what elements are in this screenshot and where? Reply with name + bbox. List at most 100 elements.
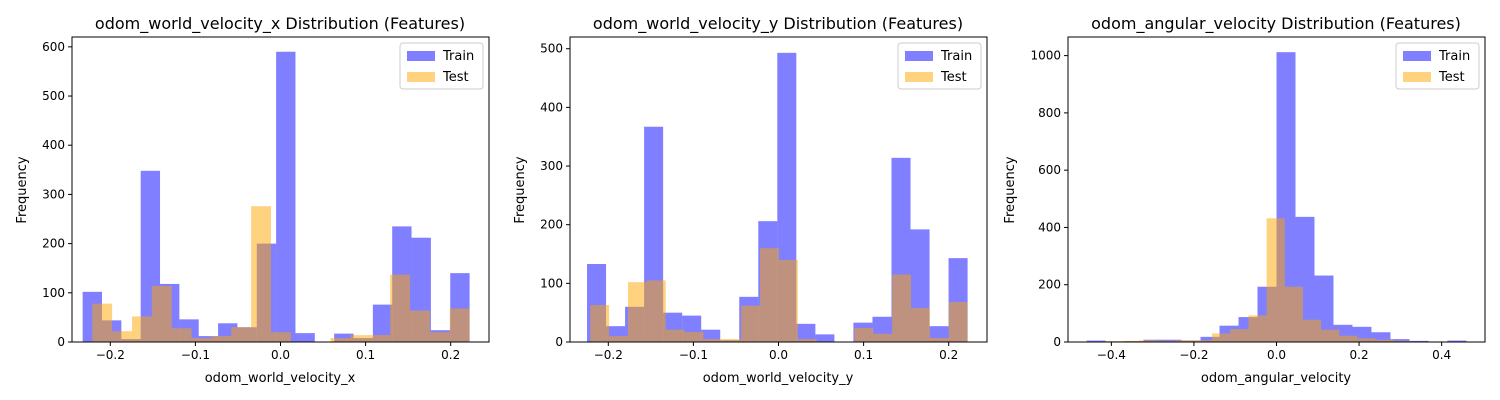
test-bar <box>741 305 761 342</box>
y-tick-label: 100 <box>42 286 65 300</box>
test-bar <box>1175 340 1194 342</box>
legend-label-train: Train <box>1438 49 1470 64</box>
test-bar <box>910 307 930 342</box>
axes-frame <box>1067 36 1486 343</box>
y-axis-label: Frequency <box>513 156 528 223</box>
test-bar <box>646 280 666 342</box>
x-tick-label: 0.1 <box>356 348 375 362</box>
y-tick-label: 200 <box>1038 278 1061 292</box>
test-bar <box>1212 333 1231 342</box>
histogram-panel-angular-velocity: odom_angular_velocity Distribution (Feat… <box>1003 14 1486 386</box>
test-bar <box>797 339 817 342</box>
axes-frame <box>71 36 490 343</box>
train-bar <box>334 333 354 342</box>
axes-frame <box>569 36 988 343</box>
chart-title: odom_angular_velocity Distribution (Feat… <box>1091 14 1461 34</box>
test-bar <box>390 274 411 342</box>
test-bar <box>1284 286 1303 342</box>
y-tick-label: 500 <box>42 89 65 103</box>
x-axis-label: odom_angular_velocity <box>1201 371 1352 386</box>
legend-label-test: Test <box>1438 70 1465 85</box>
test-bar <box>778 259 798 342</box>
y-tick-label: 0 <box>555 335 563 349</box>
y-tick-label: 400 <box>1038 220 1061 234</box>
test-bar <box>1393 340 1412 342</box>
train-bar <box>1086 340 1106 342</box>
test-bar <box>929 337 949 342</box>
test-bar <box>1139 340 1158 342</box>
x-axis-label: odom_world_velocity_x <box>205 371 356 386</box>
x-tick-label: −0.2 <box>594 348 623 362</box>
train-bar <box>1390 339 1410 342</box>
test-bar <box>191 338 212 342</box>
test-bar <box>948 302 968 342</box>
y-tick-label: 0 <box>1053 335 1061 349</box>
train-bar <box>276 51 296 343</box>
histogram-panel-velocity-x: odom_world_velocity_x Distribution (Feat… <box>15 14 490 386</box>
x-tick-label: 0.0 <box>769 348 788 362</box>
test-bar <box>1248 315 1267 342</box>
y-tick-label: 300 <box>42 187 65 201</box>
legend-swatch-test <box>905 72 933 82</box>
chart-title: odom_world_velocity_y Distribution (Feat… <box>593 14 963 34</box>
test-bar <box>627 282 647 342</box>
y-tick-label: 0 <box>57 335 65 349</box>
test-bars <box>92 206 470 342</box>
legend: Train Test <box>399 42 484 90</box>
test-bar <box>171 328 192 342</box>
test-bar <box>1357 338 1376 342</box>
x-tick-label: 0.2 <box>1350 348 1369 362</box>
axis-ticks: −0.2 −0.1 0.0 0.1 0.2 0 100 200 300 400 500 600 <box>42 40 460 362</box>
x-tick-label: −0.1 <box>679 348 708 362</box>
y-tick-label: 1000 <box>1030 49 1061 63</box>
y-axis-label: Frequency <box>1003 156 1018 223</box>
legend-swatch-train <box>407 51 435 61</box>
axis-ticks: −0.2 −0.1 0.0 0.1 0.2 0 100 200 300 400 500 <box>540 42 958 362</box>
test-bar <box>722 339 742 342</box>
x-tick-label: 0.0 <box>1267 348 1286 362</box>
x-tick-label: 0.1 <box>854 348 873 362</box>
test-bar <box>892 274 911 342</box>
x-tick-label: −0.2 <box>1179 348 1208 362</box>
legend-swatch-test <box>1403 72 1431 82</box>
y-tick-label: 100 <box>540 276 563 290</box>
test-bar <box>854 327 874 342</box>
train-bar <box>295 333 315 342</box>
test-bar <box>1266 218 1285 342</box>
test-bars <box>1103 218 1467 342</box>
legend-label-test: Test <box>940 70 967 85</box>
histogram-panel-velocity-y: odom_world_velocity_y Distribution (Feat… <box>513 14 988 386</box>
train-bar <box>372 304 393 342</box>
x-axis-label: odom_world_velocity_y <box>703 371 854 386</box>
legend-label-train: Train <box>940 49 972 64</box>
test-bar <box>590 305 610 342</box>
test-bar <box>112 331 132 342</box>
test-bar <box>684 332 704 342</box>
test-bars <box>590 248 968 342</box>
test-bar <box>429 332 450 342</box>
train-bar <box>796 323 816 342</box>
test-bar <box>1339 335 1358 342</box>
train-bar <box>1447 340 1467 342</box>
test-bar <box>410 310 430 342</box>
x-tick-label: 0.2 <box>441 348 460 362</box>
train-bar <box>815 334 835 342</box>
y-tick-label: 600 <box>42 40 65 54</box>
legend-swatch-train <box>905 51 933 61</box>
test-bar <box>231 327 252 342</box>
test-bar <box>251 206 271 342</box>
test-bar <box>1375 339 1394 342</box>
test-bar <box>370 335 391 342</box>
test-bar <box>330 338 351 342</box>
test-bar <box>1121 340 1140 342</box>
y-tick-label: 500 <box>540 42 563 56</box>
test-bar <box>703 339 723 342</box>
y-axis-label: Frequency <box>15 156 30 223</box>
test-bar <box>449 308 470 342</box>
test-bar <box>1193 340 1213 342</box>
test-bar <box>1157 340 1176 342</box>
train-bar <box>1371 332 1391 342</box>
test-bar <box>151 285 172 342</box>
y-tick-label: 600 <box>1038 163 1061 177</box>
